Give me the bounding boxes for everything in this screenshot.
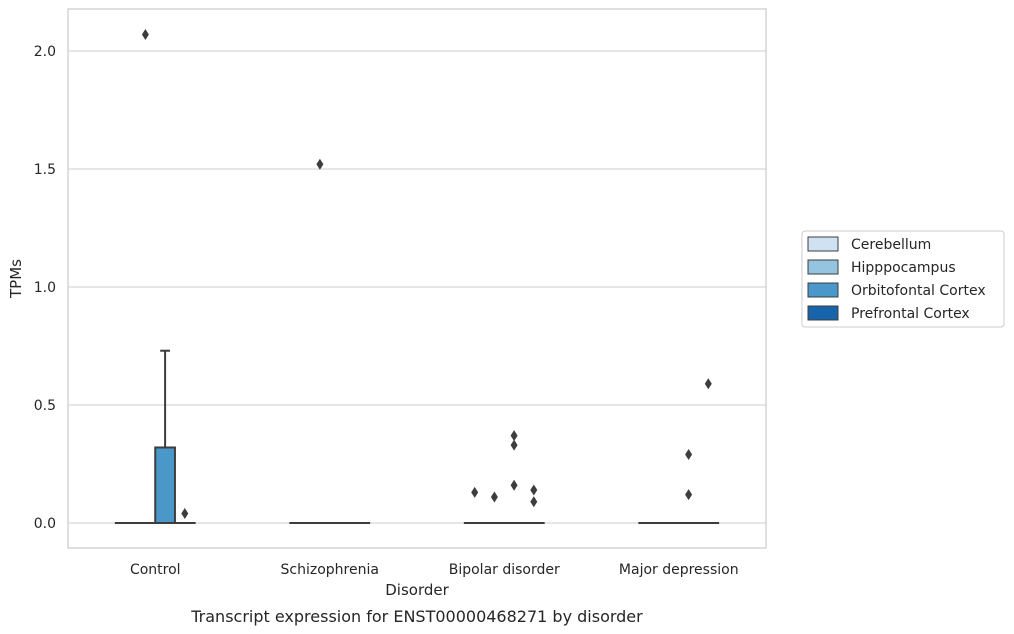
outlier-point	[510, 430, 518, 442]
box-body	[154, 446, 176, 525]
outlier-point	[510, 439, 518, 451]
outlier-point	[704, 378, 712, 390]
outlier-point	[490, 491, 498, 503]
outlier-point	[685, 449, 693, 461]
outlier-point	[316, 158, 324, 170]
legend: Cerebellum Hipppocampus Orbitofontal Corte…	[801, 230, 1005, 328]
x-tick-label: Control	[130, 562, 181, 578]
legend-swatch	[807, 259, 839, 275]
outlier-point	[181, 508, 189, 520]
plot-frame	[67, 8, 767, 549]
outlier-point	[510, 479, 518, 491]
legend-label: Orbitofontal Cortex	[851, 283, 986, 299]
outlier-point	[530, 496, 538, 508]
outlier-point	[685, 489, 693, 501]
x-tick-label: Schizophrenia	[281, 562, 379, 578]
legend-label: Cerebellum	[851, 237, 931, 253]
legend-label: Prefrontal Cortex	[851, 306, 970, 322]
legend-items: Cerebellum Hipppocampus Orbitofontal Corte…	[807, 236, 986, 322]
x-axis-label: Disorder	[385, 581, 449, 599]
outliers	[141, 28, 712, 520]
y-tick-labels: 0.0 0.5 1.0 1.5 2.0	[34, 44, 56, 532]
boxes	[114, 349, 720, 525]
legend-frame	[801, 230, 1005, 328]
y-tick-label: 0.0	[34, 516, 56, 532]
y-tick-label: 2.0	[34, 44, 56, 60]
chart-caption: Transcript expression for ENST0000046827…	[190, 607, 643, 626]
x-tick-label: Bipolar disorder	[449, 562, 560, 578]
x-tick-labels: Control Schizophrenia Bipolar disorder Majo…	[130, 562, 739, 578]
legend-swatch	[807, 236, 839, 252]
legend-swatch	[807, 282, 839, 298]
box-control-orbitofontal-cortex	[154, 349, 176, 525]
outlier-point	[530, 484, 538, 496]
legend-swatch	[807, 305, 839, 321]
outlier-point	[471, 486, 479, 498]
legend-label: Hipppocampus	[851, 260, 956, 276]
outlier-point	[141, 28, 149, 40]
x-tick-label: Major depression	[619, 562, 739, 578]
y-axis-label: TPMs	[7, 259, 25, 299]
y-tick-label: 1.5	[34, 162, 56, 178]
y-tick-label: 1.0	[34, 280, 56, 296]
y-tick-label: 0.5	[34, 398, 56, 414]
